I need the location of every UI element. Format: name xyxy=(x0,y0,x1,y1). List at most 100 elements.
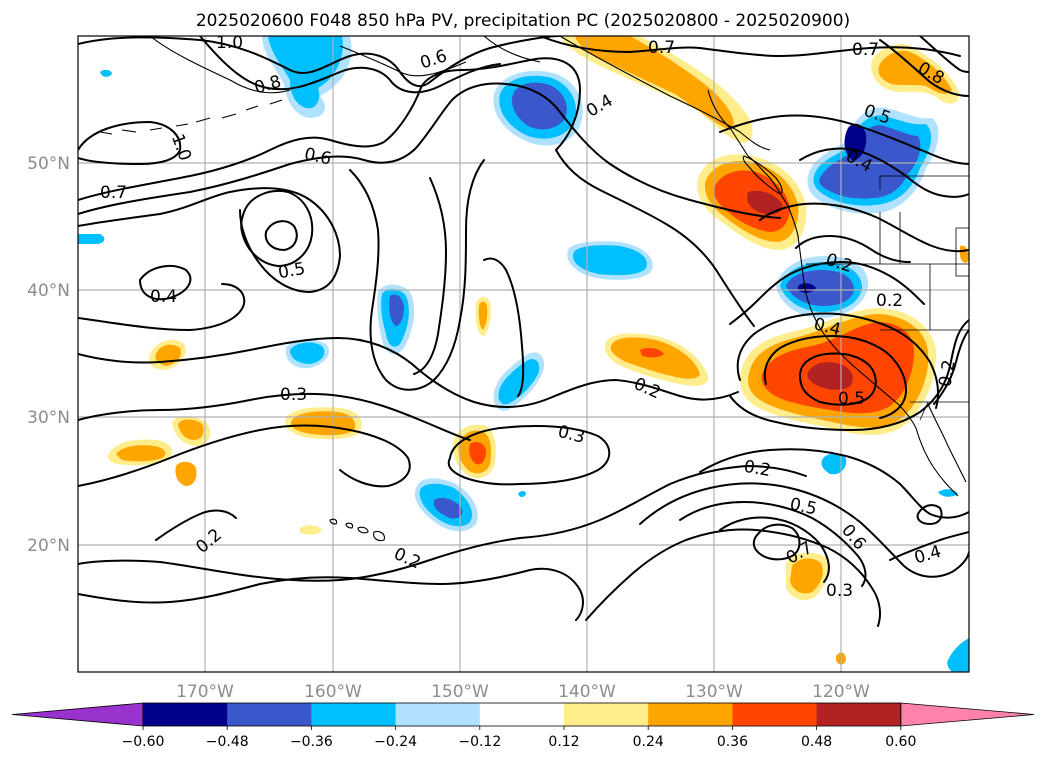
contour-label: 0.7 xyxy=(852,40,879,60)
contour-label: 0.7 xyxy=(100,183,127,203)
precip-negative-west-edge xyxy=(78,234,105,244)
contour-0-7-west xyxy=(78,57,581,201)
contour-0-4-trough-inner xyxy=(413,177,447,375)
bc-coastline xyxy=(707,89,799,237)
contour-0-3-se-loop xyxy=(916,504,943,525)
colorbar-tick-label: 0.24 xyxy=(633,734,664,750)
contour-0-2-upper xyxy=(729,261,925,325)
contour-0-8-ne-corner xyxy=(919,36,969,73)
colorbar-extend-min xyxy=(11,702,144,727)
precip-negative-gulf-alaska-core xyxy=(511,82,567,130)
longitude-labels: 170°W 160°W 150°W 140°W 130°W 120°W xyxy=(176,682,870,702)
contour-label: 0.4 xyxy=(150,287,177,307)
contour-label: 0.3 xyxy=(280,385,307,405)
baja-coastline xyxy=(915,403,967,497)
precip-positive-pnw-max xyxy=(747,190,783,215)
contour-0-4-gulf xyxy=(555,149,755,327)
colorbar-tick-label: −0.60 xyxy=(122,734,165,750)
colorbar-tick-label: −0.12 xyxy=(458,734,501,750)
map-panel: 1.0 0.6 0.7 0.7 0.8 0.8 1.0 0.4 0.5 0.6 … xyxy=(77,33,970,673)
figure-title: 2025020600 F048 850 hPa PV, precipitatio… xyxy=(196,11,850,31)
precip-negative-small-aleutian xyxy=(100,69,112,77)
lon-label-150w: 150°W xyxy=(431,682,489,702)
contour-0-2-cali-outer xyxy=(729,319,969,431)
colorbar: −0.60 −0.48 −0.36 −0.24 −0.12 0.12 0.24 0.36 0.4… xyxy=(11,702,1035,750)
contour-label: 0.2 xyxy=(876,291,903,311)
contour-0-2-sw xyxy=(155,509,237,541)
colorbar-tick-label: 0.60 xyxy=(885,734,916,750)
colorbar-tick-label: 0.36 xyxy=(717,734,748,750)
precip-negative-155w-core xyxy=(389,294,404,326)
contour-0-5-bc xyxy=(719,114,969,165)
us-canada-border xyxy=(879,175,969,190)
colorbar-tick-label: −0.24 xyxy=(374,734,417,750)
precip-positive-alaska-coast-core xyxy=(575,36,734,130)
colorbar-segment xyxy=(648,703,733,726)
aleutian-islands xyxy=(99,99,283,135)
colorbar-segment xyxy=(311,703,397,726)
us-state-borders xyxy=(806,212,969,331)
colorbar-outline xyxy=(142,702,902,727)
precip-positive-ne-pacific-middle-max xyxy=(640,347,664,358)
contour-0-5-tropics xyxy=(679,501,867,587)
contour-0-4-se xyxy=(889,531,969,561)
vancouver-island xyxy=(742,155,783,195)
contour-0-3-cali-outer xyxy=(736,312,939,409)
map-frame xyxy=(77,35,970,673)
positive-anomaly-areas xyxy=(108,36,969,665)
colorbar-extend-max xyxy=(900,702,1035,727)
contour-0-4-ne xyxy=(759,202,969,253)
precip-positive-small-dot xyxy=(300,525,322,535)
lat-label-20n: 20°N xyxy=(27,536,70,556)
contour-0-2-south xyxy=(78,465,807,582)
colorbar-segment xyxy=(816,703,902,726)
lon-label-160w: 160°W xyxy=(304,682,362,702)
contour-label: 1.0 xyxy=(216,33,243,53)
contour-0-5-west xyxy=(78,187,341,293)
precip-positive-narrow-strip-core xyxy=(478,301,488,330)
us-mexico-border xyxy=(910,401,969,421)
precipitation-shading xyxy=(78,36,969,672)
contour-0-4-bc-inner xyxy=(799,147,969,198)
contour-0-2-main xyxy=(78,337,739,408)
precip-negative-subtropic-core xyxy=(433,498,463,519)
contour-0-4-west-band xyxy=(78,283,246,331)
precip-positive-west-3 xyxy=(175,461,197,486)
lon-label-140w: 140°W xyxy=(558,682,616,702)
lat-label-30n: 30°N xyxy=(27,408,70,428)
contour-0-7-tropics-core xyxy=(752,523,801,561)
hawaiian-islands xyxy=(329,518,385,542)
precip-positive-ne-corner-core xyxy=(878,50,952,94)
precip-negative-bc-core xyxy=(819,125,921,199)
colorbar-tick-label: −0.36 xyxy=(290,734,333,750)
contour-label: 0.5 xyxy=(277,259,307,283)
precip-positive-south-tropics-core xyxy=(790,558,823,594)
precip-negative-central-ne-core xyxy=(573,245,647,276)
latitude-labels: 50°N 40°N 30°N 20°N xyxy=(27,154,70,556)
colorbar-segment xyxy=(395,703,481,726)
colorbar-segment xyxy=(479,703,565,726)
colorbar-segment xyxy=(564,703,649,726)
precip-positive-west-core xyxy=(116,445,166,462)
contour-0-5-ring xyxy=(240,190,314,267)
contour-0-6 xyxy=(78,82,781,219)
precip-negative-south-coast xyxy=(821,453,847,475)
precip-negative-se-corner xyxy=(947,638,969,672)
contour-0-3-closed xyxy=(447,425,611,486)
lon-label-170w: 170°W xyxy=(176,682,234,702)
contour-0-7-north xyxy=(539,36,961,57)
contour-label: 0.5 xyxy=(838,389,865,409)
contour-label: 0.2 xyxy=(935,358,959,388)
lat-label-50n: 50°N xyxy=(27,154,70,174)
contour-label: 0.2 xyxy=(742,457,772,481)
contour-0-2-ne xyxy=(795,235,911,263)
contour-1-0-west xyxy=(78,121,182,165)
contour-0-2-east-edge xyxy=(933,329,969,405)
contour-0-2-south-east xyxy=(699,448,969,519)
pv-contours xyxy=(78,36,969,627)
contour-0-7-ne-corner xyxy=(879,39,969,97)
contour-labels: 1.0 0.6 0.7 0.7 0.8 0.8 1.0 0.4 0.5 0.6 … xyxy=(100,33,960,601)
contour-0-6-tropics xyxy=(719,516,830,583)
colorbar-segment xyxy=(732,703,818,726)
